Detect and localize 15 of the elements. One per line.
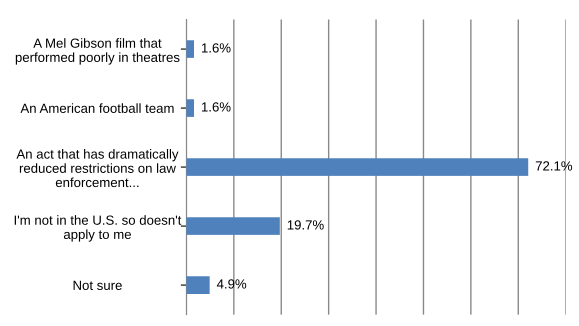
data-label: 1.6%	[202, 43, 231, 53]
bar	[186, 99, 194, 117]
y-tick-label: An act that has dramatically reduced restrictions on law enforcement...	[16, 149, 178, 188]
bar	[186, 217, 280, 235]
data-label: 19.7%	[288, 220, 324, 230]
y-tick-label: I'm not in the U.S. so doesn't apply to me	[14, 215, 182, 242]
y-tick-label: A Mel Gibson film that performed poorly in theatres	[16, 38, 180, 65]
data-label: 4.9%	[216, 279, 246, 289]
data-label: 72.1%	[536, 161, 572, 171]
data-label: 1.6%	[202, 102, 231, 112]
y-tick-label: Not sure	[74, 280, 122, 290]
bar	[186, 276, 210, 294]
y-tick-label: An American football team	[20, 103, 174, 113]
bar	[186, 158, 528, 176]
bar	[186, 40, 194, 58]
